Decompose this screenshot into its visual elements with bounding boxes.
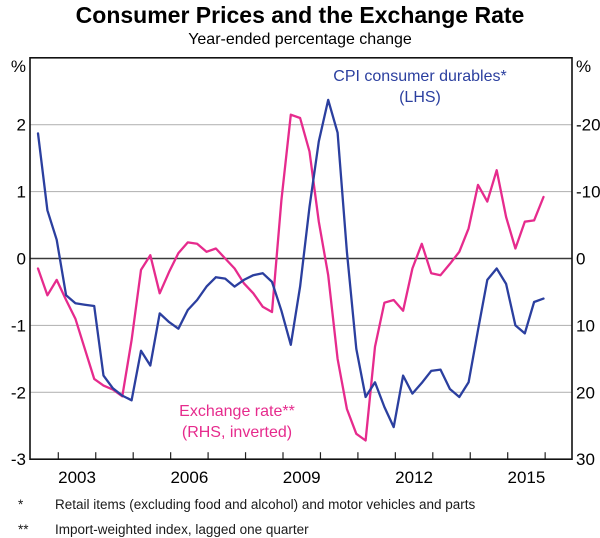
- left-axis-label: -1: [11, 316, 26, 335]
- x-axis-label: 2006: [170, 468, 208, 487]
- x-axis-label: 2003: [58, 468, 96, 487]
- right-axis-unit: %: [576, 57, 591, 76]
- legend-fx-line1: Exchange rate**: [179, 403, 295, 420]
- x-axis-label: 2012: [395, 468, 433, 487]
- left-axis-label: -3: [11, 450, 26, 469]
- footnote-2-text: Import-weighted index, lagged one quarte…: [55, 522, 309, 537]
- footnote-1-marker: *: [18, 497, 24, 512]
- plot-frame: [29, 56, 573, 460]
- left-axis-label: -2: [11, 383, 26, 402]
- x-axis-label: 2015: [508, 468, 546, 487]
- right-axis-label: 20: [576, 383, 595, 402]
- footnote-2-marker: **: [18, 522, 29, 537]
- x-axis-label: 2009: [283, 468, 321, 487]
- right-axis-label: -20: [576, 116, 600, 135]
- footnote-1: * Retail items (excluding food and alcoho…: [18, 496, 475, 513]
- left-axis-label: 1: [17, 183, 26, 202]
- left-axis-label: 2: [17, 116, 26, 135]
- right-axis-label: 10: [576, 316, 595, 335]
- legend-cpi-consumer-durables: CPI consumer durables* (LHS): [333, 66, 506, 108]
- footnote-1-text: Retail items (excluding food and alcohol…: [55, 497, 476, 512]
- right-axis-label: 30: [576, 450, 595, 469]
- chart-title: Consumer Prices and the Exchange Rate: [75, 2, 525, 28]
- legend-exchange-rate: Exchange rate** (RHS, inverted): [179, 401, 295, 443]
- left-axis-label: 0: [17, 250, 26, 269]
- left-axis-unit: %: [11, 57, 26, 76]
- legend-fx-line2: (RHS, inverted): [181, 424, 293, 441]
- legend-cpi-line1: CPI consumer durables*: [333, 68, 507, 85]
- cpi-durables-line: [36, 98, 545, 429]
- footnote-2: ** Import-weighted index, lagged one quar…: [18, 521, 309, 538]
- right-axis-label: -10: [576, 183, 600, 202]
- right-axis-label: 0: [576, 250, 585, 269]
- chart-subtitle: Year-ended percentage change: [188, 31, 412, 48]
- legend-cpi-line2: (LHS): [399, 89, 441, 106]
- exchange-rate-line: [36, 113, 545, 442]
